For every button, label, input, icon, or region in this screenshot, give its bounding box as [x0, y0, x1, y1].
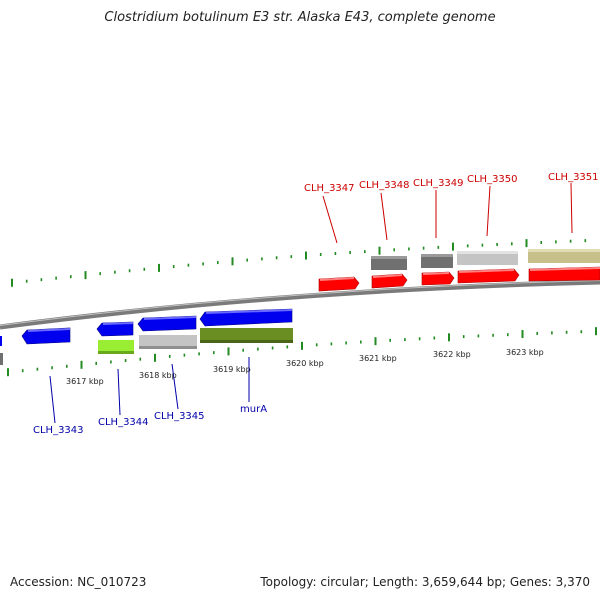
gene-CLH_3343[interactable] — [21, 327, 71, 345]
label-murA[interactable]: murA — [240, 404, 267, 415]
reverse-strand-features — [0, 308, 293, 365]
feature-olive — [200, 328, 293, 343]
gene-CLH_3349[interactable] — [421, 271, 455, 286]
feature-light-gray-2 — [139, 335, 197, 349]
feature-dark-gray-1 — [371, 256, 407, 270]
position-tick-labels: 3617 kbp 3618 kbp 3619 kbp 3620 kbp 3621… — [66, 348, 544, 386]
genome-title: Clostridium botulinum E3 str. Alaska E43… — [104, 10, 496, 25]
label-CLH_3351[interactable]: CLH_3351 — [548, 172, 599, 183]
gene-CLH_3350[interactable] — [457, 268, 520, 284]
label-CLH_3345[interactable]: CLH_3345 — [154, 411, 205, 422]
tick-label-3617: 3617 kbp — [66, 377, 104, 386]
genome-backbone — [0, 279, 600, 330]
tick-label-3620: 3620 kbp — [286, 359, 324, 368]
tick-label-3622: 3622 kbp — [433, 350, 471, 359]
tick-label-3621: 3621 kbp — [359, 354, 397, 363]
feature-light-gray — [457, 251, 518, 265]
reverse-leader-lines — [49, 357, 250, 424]
tick-label-3619: 3619 kbp — [213, 365, 251, 374]
label-CLH_3350[interactable]: CLH_3350 — [467, 174, 518, 185]
feature-khaki — [528, 249, 600, 263]
forward-gene-labels: CLH_3347 CLH_3348 CLH_3349 CLH_3350 CLH_… — [304, 172, 599, 194]
lower-tick-track — [7, 327, 597, 377]
gene-CLH_3344[interactable] — [96, 321, 134, 337]
gene-CLH_3345[interactable] — [137, 315, 197, 332]
gene-CLH_3348[interactable] — [371, 273, 408, 289]
feature-dark-gray-2 — [421, 254, 453, 268]
label-CLH_3344[interactable]: CLH_3344 — [98, 417, 149, 428]
tick-label-3618: 3618 kbp — [139, 371, 177, 380]
gene-CLH_3347[interactable] — [318, 276, 360, 292]
forward-strand-features — [318, 249, 600, 292]
label-CLH_3349[interactable]: CLH_3349 — [413, 178, 464, 189]
label-CLH_3347[interactable]: CLH_3347 — [304, 183, 355, 194]
upper-tick-track — [11, 239, 587, 287]
forward-leader-lines — [322, 182, 573, 244]
label-CLH_3343[interactable]: CLH_3343 — [33, 425, 84, 436]
genome-stats-text: Topology: circular; Length: 3,659,644 bp… — [260, 575, 590, 589]
label-CLH_3348[interactable]: CLH_3348 — [359, 180, 410, 191]
reverse-gene-labels: CLH_3343 CLH_3344 CLH_3345 murA — [33, 404, 267, 436]
feature-lime — [98, 340, 134, 354]
accession-text: Accession: NC_010723 — [10, 575, 147, 589]
tick-label-3623: 3623 kbp — [506, 348, 544, 357]
